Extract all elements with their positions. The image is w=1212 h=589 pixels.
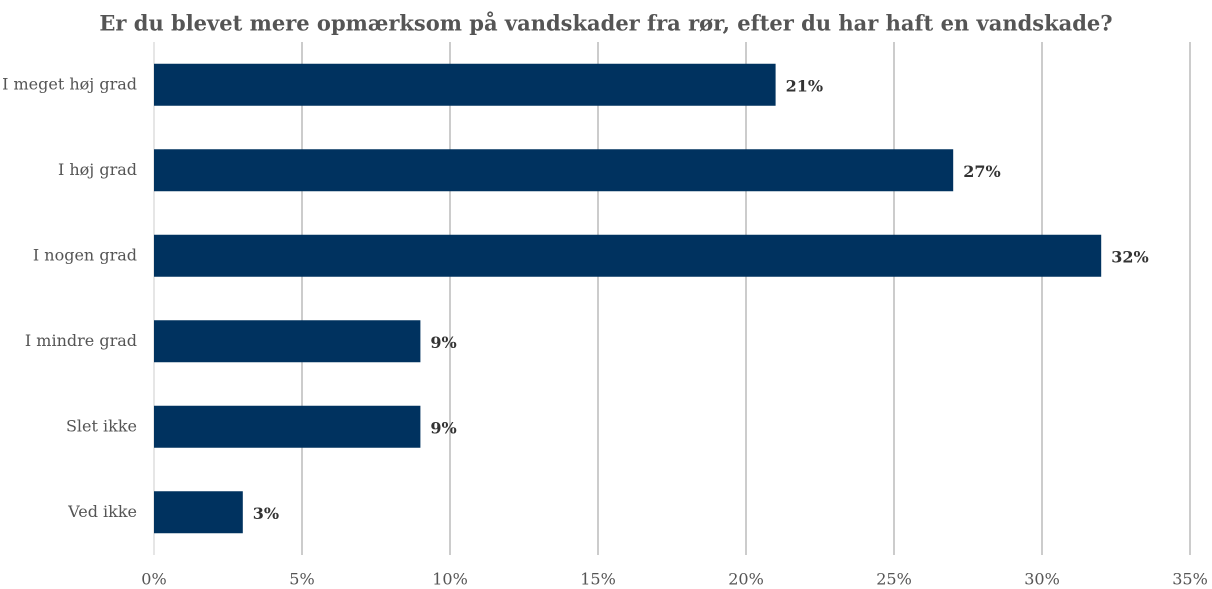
value-label: 32% xyxy=(1111,247,1148,266)
x-tick-label: 20% xyxy=(728,570,764,589)
x-tick-label: 15% xyxy=(580,570,616,589)
y-tick-label: I høj grad xyxy=(58,160,137,179)
y-tick-label: I mindre grad xyxy=(25,331,137,350)
bar xyxy=(154,491,243,534)
bar xyxy=(154,405,421,448)
value-label: 9% xyxy=(430,333,456,352)
value-label: 27% xyxy=(963,162,1000,181)
x-tick-label: 5% xyxy=(289,570,314,589)
chart-title: Er du blevet mere opmærksom på vandskade… xyxy=(99,11,1112,36)
value-label: 21% xyxy=(786,76,823,95)
value-label: 9% xyxy=(430,418,456,437)
bar xyxy=(154,234,1102,277)
x-tick-label: 10% xyxy=(432,570,468,589)
y-tick-label: Slet ikke xyxy=(66,416,137,435)
bar xyxy=(154,63,776,106)
x-tick-label: 35% xyxy=(1172,570,1208,589)
y-tick-label: Ved ikke xyxy=(67,502,137,521)
x-tick-label: 30% xyxy=(1024,570,1060,589)
y-tick-label: I meget høj grad xyxy=(2,74,137,93)
bar xyxy=(154,320,421,363)
y-tick-label: I nogen grad xyxy=(33,245,137,264)
value-label: 3% xyxy=(253,504,279,523)
bar xyxy=(154,149,954,192)
x-tick-label: 0% xyxy=(141,570,166,589)
x-tick-label: 25% xyxy=(876,570,912,589)
